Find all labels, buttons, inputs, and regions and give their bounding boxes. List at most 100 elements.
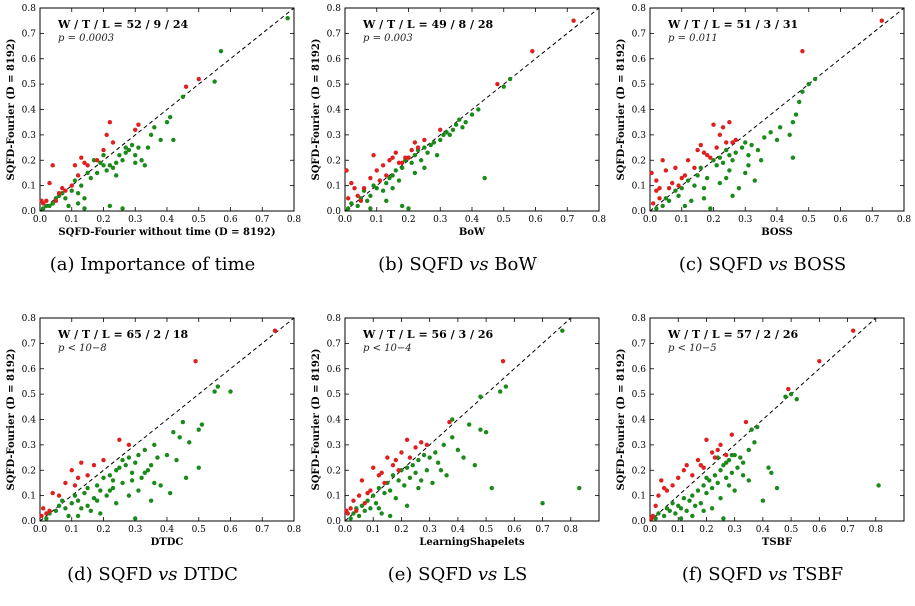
green-point <box>91 158 97 163</box>
red-point <box>743 419 749 425</box>
x-tick-label: 0.4 <box>160 215 175 225</box>
green-point <box>676 193 681 198</box>
red-point <box>368 175 373 181</box>
green-point <box>501 84 506 89</box>
x-tick-label: 0.3 <box>128 215 143 225</box>
green-point <box>687 498 692 503</box>
green-point <box>752 178 757 183</box>
y-tick-label: 0.6 <box>327 365 342 375</box>
green-point <box>718 495 723 501</box>
scatter-plot-f: 0.0 0.1 0.2 0.3 0.4 0.5 0.6 0.7 0.8 0.0 0.1 0.2 0.3 0… <box>616 314 905 548</box>
green-point <box>740 460 746 465</box>
red-point <box>40 506 46 511</box>
red-point <box>85 473 90 478</box>
green-point <box>428 142 433 148</box>
green-point <box>678 506 684 511</box>
x-tick-label: 0.5 <box>192 215 207 225</box>
green-point <box>709 506 715 511</box>
green-point <box>133 516 138 521</box>
green-point <box>431 140 437 145</box>
green-point <box>365 498 370 503</box>
green-point <box>746 163 751 168</box>
red-point <box>673 165 678 171</box>
red-point <box>817 358 822 364</box>
green-point <box>712 473 718 478</box>
red-point <box>101 457 106 463</box>
green-point <box>180 419 186 425</box>
red-point <box>361 185 367 191</box>
red-point <box>344 168 349 173</box>
caption-method: DTDC <box>177 564 238 585</box>
red-point <box>500 358 506 364</box>
green-point <box>670 501 675 506</box>
red-point <box>681 468 687 473</box>
red-point <box>390 462 396 468</box>
y-tick-label: 0.8 <box>22 4 37 14</box>
green-point <box>104 168 109 173</box>
green-point <box>790 119 796 125</box>
y-tick-label: 0.3 <box>22 131 37 141</box>
y-tick-label: 0.7 <box>22 29 37 39</box>
x-tick-label: 0.1 <box>671 525 685 535</box>
green-point <box>148 132 154 138</box>
green-point <box>430 480 435 486</box>
green-point <box>359 503 365 508</box>
green-point <box>349 201 354 206</box>
red-point <box>729 432 735 437</box>
x-axis-label: BOSS <box>761 227 793 238</box>
green-point <box>53 508 59 514</box>
y-tick-label: 0.5 <box>327 80 342 90</box>
green-point <box>114 468 119 473</box>
chart-panel-f: 0.0 0.1 0.2 0.3 0.4 0.5 0.6 0.7 0.8 0.0 0.1 0.2 0.3 0… <box>610 310 915 606</box>
green-point <box>133 160 138 165</box>
green-point <box>44 516 49 521</box>
red-point <box>670 483 675 488</box>
y-tick-label: 0.1 <box>327 492 341 502</box>
red-point <box>47 508 52 514</box>
green-point <box>730 158 735 163</box>
green-point <box>768 130 773 135</box>
green-point <box>684 508 689 514</box>
x-tick-label: 0.1 <box>65 215 79 225</box>
red-point <box>695 457 701 463</box>
green-point <box>876 483 881 488</box>
y-tick-label: 0.4 <box>22 416 37 426</box>
green-point <box>724 175 729 181</box>
chart-panel-e: 0.0 0.1 0.2 0.3 0.4 0.5 0.6 0.7 0.8 0.0 0.1 0.2 0.3 0… <box>305 310 610 606</box>
green-point <box>47 203 52 209</box>
x-tick-label: 0.0 <box>338 525 353 535</box>
caption-text: (c) SQFD <box>678 254 769 275</box>
y-tick-label: 0.5 <box>22 80 37 90</box>
red-point <box>371 152 376 158</box>
green-point <box>136 145 141 150</box>
red-point <box>348 506 353 511</box>
red-point <box>714 145 719 150</box>
green-point <box>44 203 49 209</box>
p-value-label: p = 0.0003 <box>58 33 114 44</box>
green-point <box>368 206 373 211</box>
red-point <box>359 478 365 483</box>
green-point <box>701 196 707 201</box>
y-tick-label: 0.4 <box>327 416 342 426</box>
green-point <box>120 158 125 163</box>
red-point <box>438 127 443 132</box>
caption-italic: vs <box>469 254 489 275</box>
win-tie-loss-label: W / T / L = 65 / 2 / 18 <box>57 328 188 341</box>
red-point <box>717 132 723 138</box>
green-point <box>101 475 106 481</box>
green-point <box>123 150 128 155</box>
green-point <box>164 452 170 458</box>
green-point <box>66 513 71 519</box>
red-point <box>56 191 62 196</box>
green-point <box>743 170 748 176</box>
x-tick-label: 0.6 <box>812 525 827 535</box>
green-point <box>729 452 735 458</box>
red-point <box>72 483 78 488</box>
green-point <box>351 511 356 516</box>
green-point <box>120 457 125 463</box>
red-point <box>404 437 410 442</box>
x-tick-label: 0.1 <box>675 215 689 225</box>
red-point <box>690 473 695 478</box>
green-point <box>689 198 694 204</box>
y-tick-label: 0.7 <box>632 29 647 39</box>
